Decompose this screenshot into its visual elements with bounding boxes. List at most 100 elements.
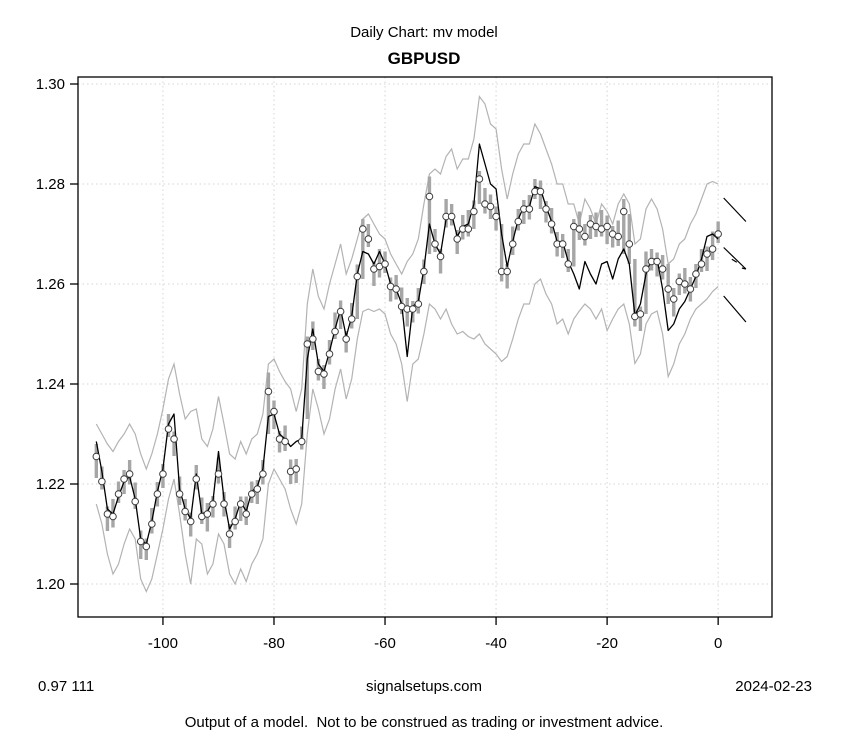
close-marker <box>259 470 267 478</box>
close-marker <box>414 300 423 308</box>
close-marker <box>508 240 517 248</box>
close-marker <box>425 192 434 201</box>
central-forecast-line <box>723 247 747 270</box>
close-marker <box>303 340 312 348</box>
close-marker <box>231 517 239 526</box>
close-marker <box>136 537 145 546</box>
close-marker <box>492 212 500 221</box>
close-marker <box>114 490 123 498</box>
x-tick-label: -80 <box>263 635 285 652</box>
x-tick-label: -40 <box>485 635 507 652</box>
close-marker <box>347 315 356 323</box>
close-marker <box>575 225 584 233</box>
footer-model-value: 0.97 111 <box>38 678 95 695</box>
close-marker <box>714 230 722 238</box>
close-marker <box>120 475 128 483</box>
close-marker <box>703 250 711 258</box>
close-marker <box>125 470 134 478</box>
close-marker <box>175 490 184 498</box>
upper-forecast-line <box>723 197 747 222</box>
close-marker <box>225 530 234 538</box>
close-marker <box>642 265 650 273</box>
close-marker <box>331 327 339 336</box>
close-marker <box>264 387 273 396</box>
y-tick-label: 1.26 <box>36 276 65 293</box>
symbol-title: GBPUSD <box>387 49 461 68</box>
close-marker <box>503 267 511 276</box>
close-marker <box>98 477 106 486</box>
x-tick-label: -100 <box>148 635 178 652</box>
close-marker <box>148 520 156 528</box>
close-marker <box>320 370 328 378</box>
close-marker <box>619 207 628 216</box>
footer-date: 2024-02-23 <box>735 678 812 695</box>
close-marker <box>247 490 256 498</box>
close-marker <box>514 217 523 226</box>
close-marker <box>681 280 689 288</box>
close-marker <box>614 232 623 241</box>
model-line <box>95 143 719 545</box>
close-marker <box>170 435 178 443</box>
close-marker <box>192 475 201 483</box>
disclaimer-text: Output of a model. Not to be construed a… <box>184 714 664 731</box>
upper-band <box>95 94 719 471</box>
y-tick-label: 1.28 <box>36 176 65 193</box>
close-marker <box>470 207 478 216</box>
close-marker <box>209 500 217 508</box>
y-tick-label: 1.20 <box>36 576 65 593</box>
close-marker <box>536 187 545 196</box>
close-marker <box>325 350 334 358</box>
close-marker <box>392 285 400 293</box>
close-marker <box>336 307 345 316</box>
close-marker <box>292 465 300 473</box>
y-tick-label: 1.22 <box>36 476 65 493</box>
close-marker <box>359 225 367 233</box>
lower-forecast-line <box>723 295 747 323</box>
close-marker <box>453 235 462 243</box>
close-marker <box>131 497 139 506</box>
y-tick-label: 1.24 <box>36 376 65 393</box>
close-marker <box>220 500 228 508</box>
close-marker <box>603 222 611 231</box>
close-marker <box>664 285 672 293</box>
close-marker <box>420 267 428 276</box>
close-marker <box>309 335 317 343</box>
close-marker <box>558 240 567 248</box>
forecast-arrow-tick <box>731 258 738 263</box>
close-marker <box>381 260 389 268</box>
close-marker <box>636 310 645 318</box>
close-marker <box>697 260 706 268</box>
close-marker <box>431 240 439 248</box>
close-marker <box>153 490 162 498</box>
close-marker <box>486 202 495 211</box>
close-marker <box>692 270 700 278</box>
close-marker <box>581 232 589 241</box>
close-marker <box>159 470 167 478</box>
chart-title: Daily Chart: mv model <box>350 24 498 41</box>
close-marker <box>236 500 245 508</box>
close-marker <box>408 305 417 313</box>
footer-site-link: signalsetups.com <box>366 678 482 695</box>
lower-band <box>95 277 719 593</box>
close-marker <box>297 437 306 446</box>
close-marker <box>186 517 195 526</box>
close-marker <box>270 407 278 416</box>
close-marker <box>92 452 101 461</box>
y-tick-label: 1.30 <box>36 76 65 93</box>
close-marker <box>281 437 289 446</box>
x-tick-label: -60 <box>374 635 396 652</box>
close-marker <box>109 512 117 521</box>
close-marker <box>214 470 223 478</box>
close-marker <box>708 245 717 253</box>
close-marker <box>542 205 550 213</box>
close-marker <box>669 295 678 303</box>
close-marker <box>653 257 661 266</box>
close-marker <box>447 212 456 221</box>
close-marker <box>353 272 362 281</box>
close-marker <box>242 510 251 518</box>
close-marker <box>464 225 473 233</box>
close-marker <box>625 240 634 248</box>
close-marker <box>686 285 695 293</box>
close-marker <box>564 260 573 268</box>
